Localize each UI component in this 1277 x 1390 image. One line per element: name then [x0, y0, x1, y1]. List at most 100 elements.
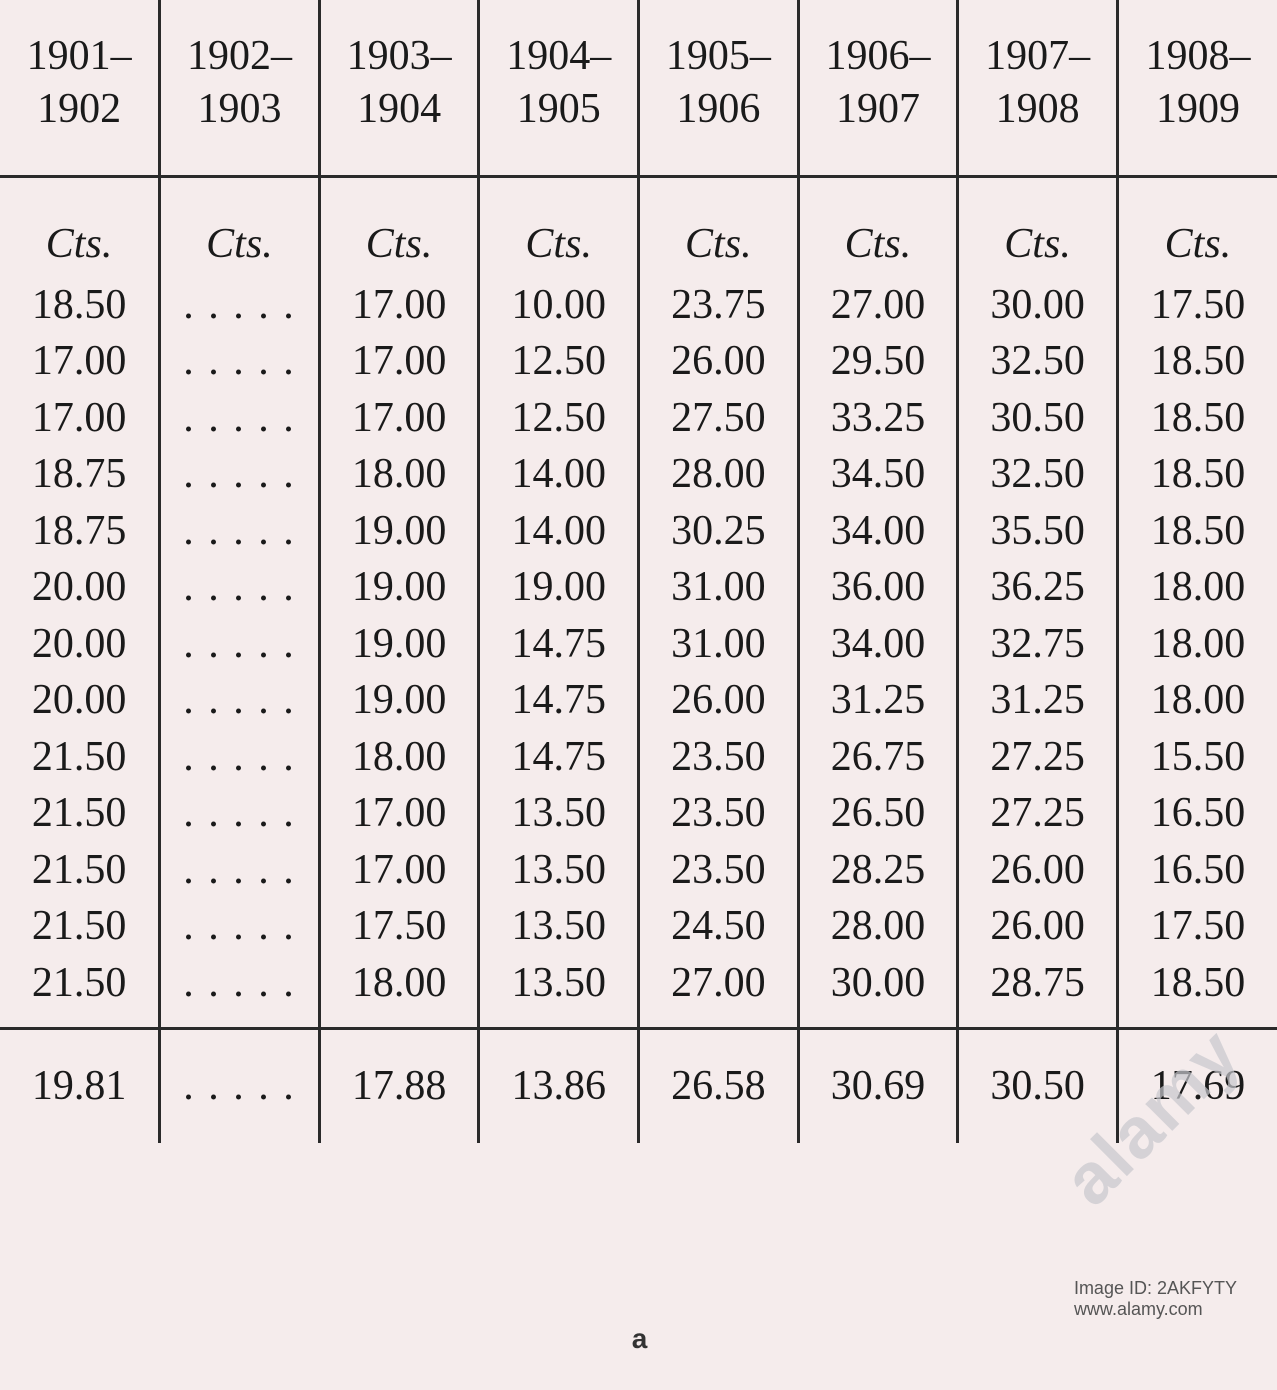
unit-cell: Cts.	[798, 177, 958, 277]
table-cell: 18.75	[0, 503, 160, 560]
header-line2: 1903	[197, 86, 281, 132]
table-cell: 18.00	[1117, 616, 1277, 673]
table-cell: 34.00	[798, 616, 958, 673]
table-row: 21.50. . . . .18.0013.5027.0030.0028.751…	[0, 955, 1277, 1029]
table-cell: 18.50	[1117, 446, 1277, 503]
table-cell: 28.25	[798, 842, 958, 899]
table-cell: 30.50	[958, 390, 1118, 447]
col-header-1908-1909: 1908– 1909	[1117, 0, 1277, 177]
table-cell: 31.00	[639, 559, 799, 616]
table-cell: 32.50	[958, 446, 1118, 503]
col-header-1906-1907: 1906– 1907	[798, 0, 958, 177]
table-row: 18.75. . . . .18.0014.0028.0034.5032.501…	[0, 446, 1277, 503]
table-cell: 26.00	[958, 898, 1118, 955]
table-cell: 28.75	[958, 955, 1118, 1029]
table-cell: . . . . .	[160, 898, 320, 955]
summary-row: 19.81. . . . .17.8813.8626.5830.6930.501…	[0, 1029, 1277, 1143]
price-table: 1901– 1902 1902– 1903 1903– 1904 1904– 1…	[0, 0, 1277, 1143]
header-line1: 1902–	[187, 33, 292, 79]
unit-cell: Cts.	[319, 177, 479, 277]
table-cell: 16.50	[1117, 785, 1277, 842]
table-header-row: 1901– 1902 1902– 1903 1903– 1904 1904– 1…	[0, 0, 1277, 177]
table-cell: . . . . .	[160, 390, 320, 447]
table-cell: 19.00	[319, 559, 479, 616]
table-cell: 12.50	[479, 390, 639, 447]
table-cell: 21.50	[0, 785, 160, 842]
summary-cell: 26.58	[639, 1029, 799, 1143]
header-line2: 1905	[517, 86, 601, 132]
summary-cell: 17.69	[1117, 1029, 1277, 1143]
header-line1: 1905–	[666, 33, 771, 79]
table-cell: 27.25	[958, 729, 1118, 786]
table-cell: 18.50	[1117, 333, 1277, 390]
header-line1: 1906–	[825, 33, 930, 79]
table-cell: 18.00	[1117, 559, 1277, 616]
table-cell: 13.50	[479, 955, 639, 1029]
table-row: 18.75. . . . .19.0014.0030.2534.0035.501…	[0, 503, 1277, 560]
table-cell: 21.50	[0, 955, 160, 1029]
table-cell: 17.00	[319, 785, 479, 842]
header-line1: 1908–	[1145, 33, 1250, 79]
table-cell: 32.50	[958, 333, 1118, 390]
summary-cell: . . . . .	[160, 1029, 320, 1143]
table-cell: 13.50	[479, 785, 639, 842]
table-cell: 18.50	[1117, 390, 1277, 447]
table-cell: 17.00	[319, 390, 479, 447]
table-cell: 23.50	[639, 729, 799, 786]
table-cell: 36.00	[798, 559, 958, 616]
table-cell: 18.00	[319, 729, 479, 786]
table-cell: 10.00	[479, 277, 639, 334]
table-cell: 17.50	[1117, 898, 1277, 955]
watermark-site: www.alamy.com	[1074, 1299, 1203, 1319]
table-cell: 32.75	[958, 616, 1118, 673]
table-cell: 29.50	[798, 333, 958, 390]
table-cell: 23.75	[639, 277, 799, 334]
watermark-logo: a	[632, 1323, 646, 1355]
unit-cell: Cts.	[0, 177, 160, 277]
table-cell: 20.00	[0, 672, 160, 729]
table-row: 21.50. . . . .17.5013.5024.5028.0026.001…	[0, 898, 1277, 955]
col-header-1902-1903: 1902– 1903	[160, 0, 320, 177]
table-row: 17.00. . . . .17.0012.5026.0029.5032.501…	[0, 333, 1277, 390]
col-header-1904-1905: 1904– 1905	[479, 0, 639, 177]
table-cell: 27.25	[958, 785, 1118, 842]
table-cell: 17.00	[0, 333, 160, 390]
col-header-1905-1906: 1905– 1906	[639, 0, 799, 177]
table-cell: 30.25	[639, 503, 799, 560]
unit-cell: Cts.	[479, 177, 639, 277]
table-cell: 33.25	[798, 390, 958, 447]
unit-row: Cts.Cts.Cts.Cts.Cts.Cts.Cts.Cts.	[0, 177, 1277, 277]
summary-cell: 13.86	[479, 1029, 639, 1143]
header-line1: 1907–	[985, 33, 1090, 79]
table-cell: . . . . .	[160, 446, 320, 503]
table-cell: 13.50	[479, 898, 639, 955]
table-cell: 27.50	[639, 390, 799, 447]
unit-cell: Cts.	[1117, 177, 1277, 277]
table-cell: 24.50	[639, 898, 799, 955]
summary-cell: 30.50	[958, 1029, 1118, 1143]
table-cell: . . . . .	[160, 955, 320, 1029]
table-cell: 17.00	[319, 277, 479, 334]
table-cell: 35.50	[958, 503, 1118, 560]
table-cell: . . . . .	[160, 729, 320, 786]
header-line1: 1903–	[347, 33, 452, 79]
header-line1: 1901–	[27, 33, 132, 79]
header-line2: 1904	[357, 86, 441, 132]
table-cell: 17.50	[319, 898, 479, 955]
table-cell: 18.50	[1117, 503, 1277, 560]
header-line2: 1902	[37, 86, 121, 132]
table-cell: 18.00	[1117, 672, 1277, 729]
table-cell: 34.50	[798, 446, 958, 503]
table-cell: 26.75	[798, 729, 958, 786]
unit-cell: Cts.	[958, 177, 1118, 277]
table-cell: . . . . .	[160, 842, 320, 899]
col-header-1901-1902: 1901– 1902	[0, 0, 160, 177]
table-cell: 18.00	[319, 955, 479, 1029]
table-cell: 28.00	[798, 898, 958, 955]
table-cell: 26.00	[639, 672, 799, 729]
table-cell: 31.00	[639, 616, 799, 673]
table-cell: 19.00	[319, 672, 479, 729]
table-cell: 18.00	[319, 446, 479, 503]
table-cell: 21.50	[0, 842, 160, 899]
table-row: 17.00. . . . .17.0012.5027.5033.2530.501…	[0, 390, 1277, 447]
